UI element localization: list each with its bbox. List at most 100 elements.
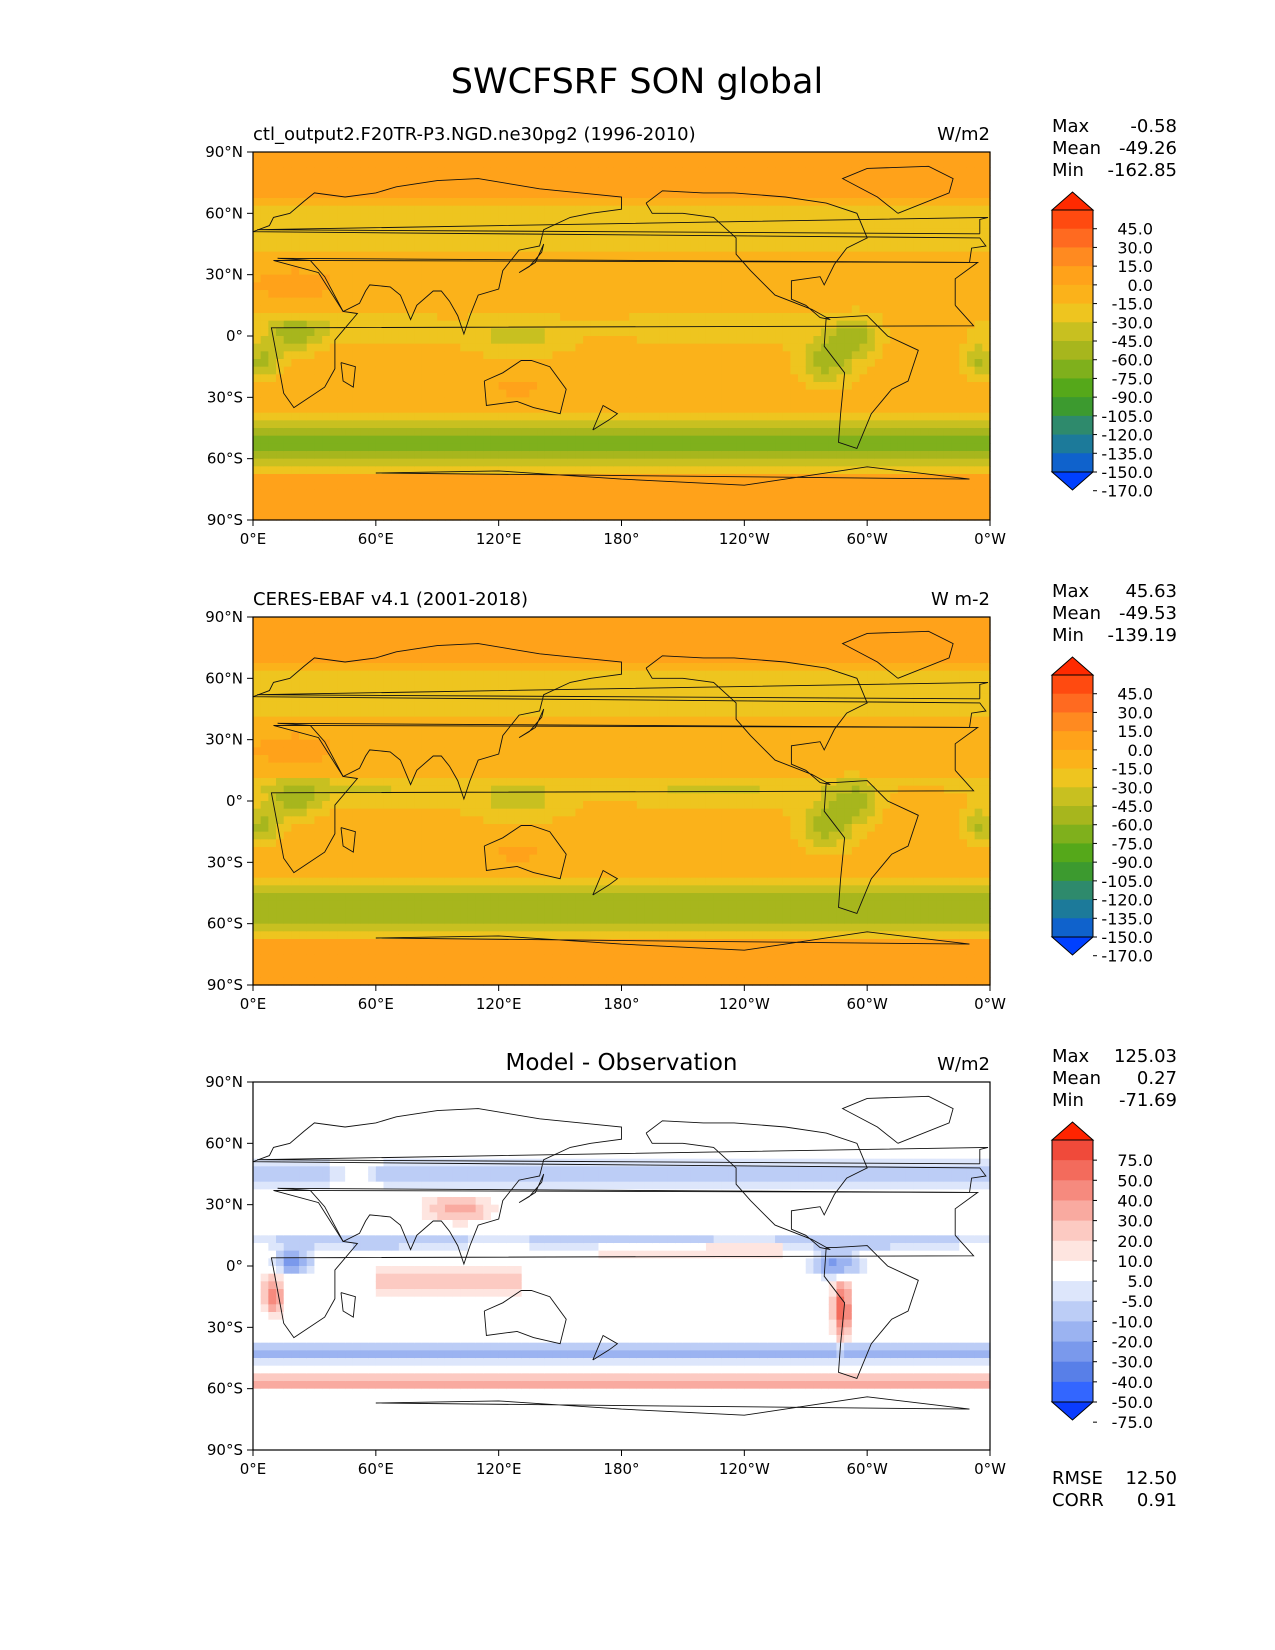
map-cell bbox=[375, 489, 385, 498]
map-cell bbox=[959, 458, 968, 467]
map-cell bbox=[260, 946, 269, 955]
map-cell bbox=[721, 382, 730, 391]
map-cell bbox=[728, 244, 738, 253]
map-cell bbox=[744, 221, 753, 230]
map-cell bbox=[352, 428, 362, 437]
map-cell bbox=[621, 190, 630, 199]
map-cell bbox=[897, 305, 907, 314]
map-cell bbox=[913, 159, 922, 168]
map-cell bbox=[821, 504, 830, 513]
map-cell bbox=[966, 205, 976, 214]
map-cell bbox=[283, 451, 292, 460]
map-cell bbox=[982, 343, 991, 352]
map-cell bbox=[913, 328, 922, 337]
map-cell bbox=[345, 504, 354, 513]
map-cell bbox=[621, 244, 630, 253]
map-cell bbox=[698, 198, 707, 207]
map-cell bbox=[253, 336, 262, 345]
map-cell bbox=[890, 481, 899, 490]
map-cell bbox=[452, 366, 461, 375]
map-cell bbox=[644, 435, 653, 444]
map-cell bbox=[490, 290, 500, 299]
map-cell bbox=[682, 497, 692, 506]
map-cell bbox=[391, 159, 400, 168]
map-cell bbox=[383, 167, 392, 176]
map-cell bbox=[329, 213, 339, 222]
map-cell bbox=[260, 778, 269, 787]
map-cell bbox=[467, 274, 477, 283]
map-cell bbox=[744, 328, 753, 337]
map-cell bbox=[775, 512, 784, 521]
map-cell bbox=[375, 244, 385, 253]
map-cell bbox=[560, 313, 569, 322]
map-cell bbox=[728, 428, 738, 437]
map-cell bbox=[575, 374, 584, 383]
map-cell bbox=[844, 420, 853, 429]
map-cell bbox=[552, 481, 561, 490]
map-cell bbox=[383, 198, 392, 207]
map-cell bbox=[936, 474, 945, 483]
map-cell bbox=[652, 343, 661, 352]
map-cell bbox=[621, 428, 630, 437]
map-cell bbox=[322, 451, 331, 460]
map-cell bbox=[798, 382, 807, 391]
map-cell bbox=[621, 374, 630, 383]
map-cell bbox=[705, 282, 715, 291]
map-cell bbox=[928, 405, 937, 414]
map-cell bbox=[951, 420, 960, 429]
map-cell bbox=[890, 412, 899, 421]
map-cell bbox=[629, 259, 638, 268]
map-cell bbox=[721, 205, 730, 214]
map-cell bbox=[882, 159, 891, 168]
map-cell bbox=[429, 397, 438, 406]
map-cell bbox=[690, 190, 699, 199]
map-cell bbox=[537, 420, 546, 429]
map-cell bbox=[675, 182, 684, 191]
map-cell bbox=[406, 221, 415, 230]
map-cell bbox=[414, 382, 423, 391]
map-cell bbox=[260, 228, 269, 237]
map-cell bbox=[629, 152, 638, 161]
map-cell bbox=[368, 374, 377, 383]
map-cell bbox=[613, 443, 623, 452]
map-cell bbox=[406, 451, 415, 460]
map-cell bbox=[867, 297, 876, 306]
map-cell bbox=[821, 205, 830, 214]
map-cell bbox=[775, 382, 784, 391]
map-cell bbox=[844, 451, 853, 460]
map-cell bbox=[345, 458, 354, 467]
map-cell bbox=[575, 412, 584, 421]
map-cell bbox=[452, 152, 461, 161]
map-cell bbox=[337, 167, 346, 176]
map-cell bbox=[943, 236, 953, 245]
map-cell bbox=[467, 374, 477, 383]
map-cell bbox=[882, 190, 891, 199]
map-cell bbox=[383, 205, 392, 214]
map-cell bbox=[337, 458, 346, 467]
map-cell bbox=[959, 328, 968, 337]
map-cell bbox=[836, 236, 845, 245]
map-cell bbox=[782, 182, 791, 191]
map-cell bbox=[283, 236, 292, 245]
map-cell bbox=[867, 313, 876, 322]
map-cell bbox=[360, 328, 369, 337]
map-cell bbox=[682, 198, 692, 207]
map-cell bbox=[514, 405, 523, 414]
map-cell bbox=[859, 282, 868, 291]
map-cell bbox=[675, 159, 684, 168]
map-cell bbox=[913, 443, 922, 452]
map-cell bbox=[391, 221, 400, 230]
map-cell bbox=[498, 320, 507, 329]
map-cell bbox=[782, 213, 791, 222]
map-cell bbox=[368, 182, 377, 191]
map-cell bbox=[383, 474, 392, 483]
map-cell bbox=[805, 313, 815, 322]
map-cell bbox=[421, 159, 431, 168]
map-cell bbox=[913, 205, 922, 214]
map-cell bbox=[897, 205, 907, 214]
map-cell bbox=[260, 962, 269, 971]
map-cell bbox=[705, 297, 715, 306]
map-cell bbox=[905, 267, 914, 276]
map-cell bbox=[529, 420, 538, 429]
map-cell bbox=[268, 359, 277, 368]
